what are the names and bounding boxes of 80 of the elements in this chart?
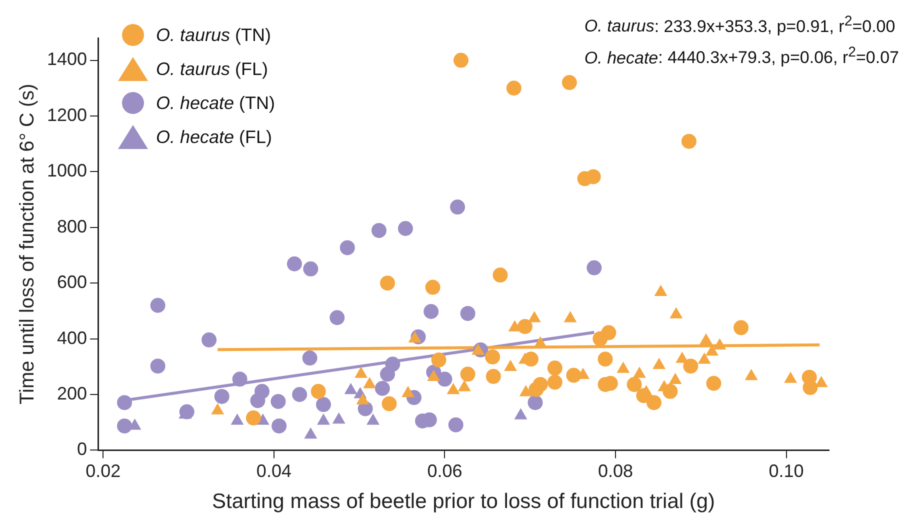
point <box>547 360 562 376</box>
point <box>302 350 318 366</box>
y-tick-label: 800 <box>56 216 88 236</box>
legend-label: O. hecate (TN) <box>156 93 276 113</box>
point <box>380 366 396 382</box>
x-tick-label: 0.08 <box>598 460 634 481</box>
point <box>485 349 500 364</box>
legend-label: O. taurus (TN) <box>156 25 272 45</box>
y-axis-title: Time until loss of function at 6° C (s) <box>16 84 39 404</box>
point <box>528 395 543 410</box>
point <box>340 240 355 256</box>
point <box>431 352 446 368</box>
point <box>246 410 261 426</box>
point <box>683 358 698 374</box>
y-tick-label: 200 <box>56 383 88 404</box>
point <box>270 394 286 409</box>
point <box>310 384 326 399</box>
point <box>272 418 287 434</box>
y-tick-label: 1000 <box>46 160 88 181</box>
point <box>374 380 390 396</box>
x-tick-label: 0.04 <box>256 460 292 481</box>
y-tick-label: 400 <box>56 328 88 348</box>
legend-label: O. hecate (FL) <box>156 127 272 147</box>
y-tick-label: 0 <box>77 439 88 460</box>
y-tick-label: 1200 <box>46 104 88 125</box>
point <box>528 382 544 397</box>
point <box>382 396 397 412</box>
point <box>371 222 386 238</box>
point <box>646 395 662 410</box>
point <box>523 352 538 367</box>
point <box>292 387 308 402</box>
point <box>592 331 608 346</box>
point <box>598 352 613 367</box>
point <box>492 268 508 283</box>
point <box>636 388 652 404</box>
x-tick-label: 0.06 <box>427 460 462 481</box>
point <box>586 169 601 184</box>
point <box>450 200 466 215</box>
point <box>460 366 476 382</box>
point <box>398 221 413 236</box>
point <box>380 276 396 291</box>
point <box>286 256 302 272</box>
point <box>316 397 331 412</box>
point <box>518 319 533 334</box>
point <box>117 418 132 434</box>
point <box>586 260 602 276</box>
point <box>734 320 749 336</box>
point <box>626 376 642 392</box>
point <box>453 52 468 68</box>
legend-label: O. taurus (FL) <box>156 59 268 79</box>
y-tick-label: 1400 <box>46 49 88 70</box>
point <box>448 417 464 432</box>
point <box>706 376 722 391</box>
x-tick-label: 0.10 <box>768 460 804 481</box>
point <box>566 368 582 383</box>
text: O. taurus: 233.9x+353.3, p=0.91, r$^{2}$=0.00 <box>584 13 896 36</box>
point <box>330 310 345 326</box>
point <box>460 306 476 321</box>
point <box>424 304 439 319</box>
x-tick-label: 0.02 <box>86 460 121 481</box>
y-tick-label: 600 <box>56 272 88 292</box>
point <box>214 388 230 404</box>
point <box>681 134 696 149</box>
point <box>486 368 501 384</box>
point <box>562 75 577 90</box>
point <box>662 384 678 399</box>
annotation: O. hecate: 4440.3x+79.3, p=0.06, r$^{2}$=0.07 <box>584 44 899 68</box>
point <box>425 280 440 295</box>
point <box>506 80 522 96</box>
point <box>250 393 266 408</box>
point <box>232 372 248 387</box>
point <box>150 298 166 313</box>
point <box>802 380 818 396</box>
point <box>202 332 217 348</box>
point <box>547 374 562 390</box>
x-axis-title: Starting mass of beetle prior to loss of function trial (g) <box>212 490 716 514</box>
point <box>437 372 452 387</box>
point <box>117 395 132 410</box>
point <box>150 358 166 374</box>
point <box>303 261 318 276</box>
